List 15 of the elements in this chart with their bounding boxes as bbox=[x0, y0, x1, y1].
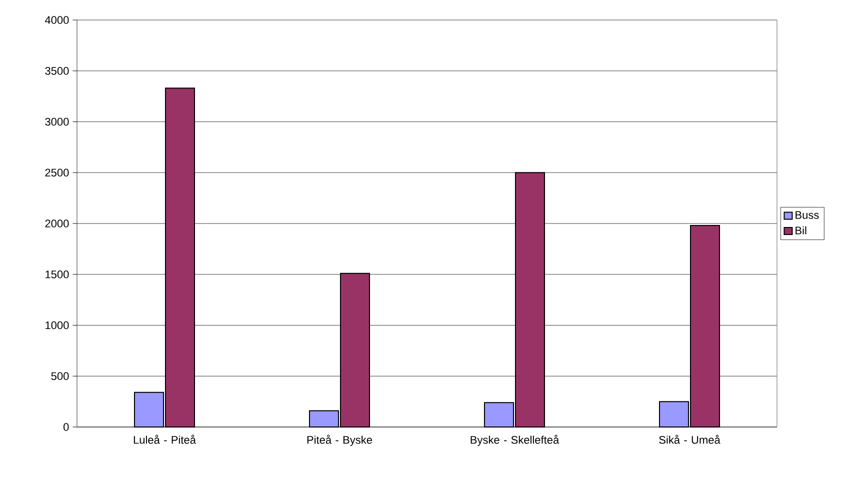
y-tick-label: 3000 bbox=[45, 118, 69, 126]
x-tick-label: Piteå - Byske bbox=[307, 434, 372, 446]
legend-label: Bil bbox=[796, 226, 806, 234]
y-tick-label: 1500 bbox=[46, 270, 69, 278]
x-tick-label: Byske - Skellefteå bbox=[470, 434, 560, 446]
legend-label: Buss bbox=[796, 211, 819, 219]
y-tick-label: 0 bbox=[64, 423, 69, 431]
y-tick-label: 2500 bbox=[45, 168, 69, 177]
x-tick-label: Luleå - Piteå bbox=[134, 434, 196, 444]
y-tick-label: 2000 bbox=[45, 220, 69, 228]
y-tick-label: 500 bbox=[51, 372, 69, 380]
y-tick-label: 1000 bbox=[46, 321, 69, 330]
y-tick-label: 4000 bbox=[44, 16, 69, 24]
x-tick-label: Sikå - Umeå bbox=[659, 434, 720, 444]
y-tick-label: 3500 bbox=[45, 66, 69, 75]
